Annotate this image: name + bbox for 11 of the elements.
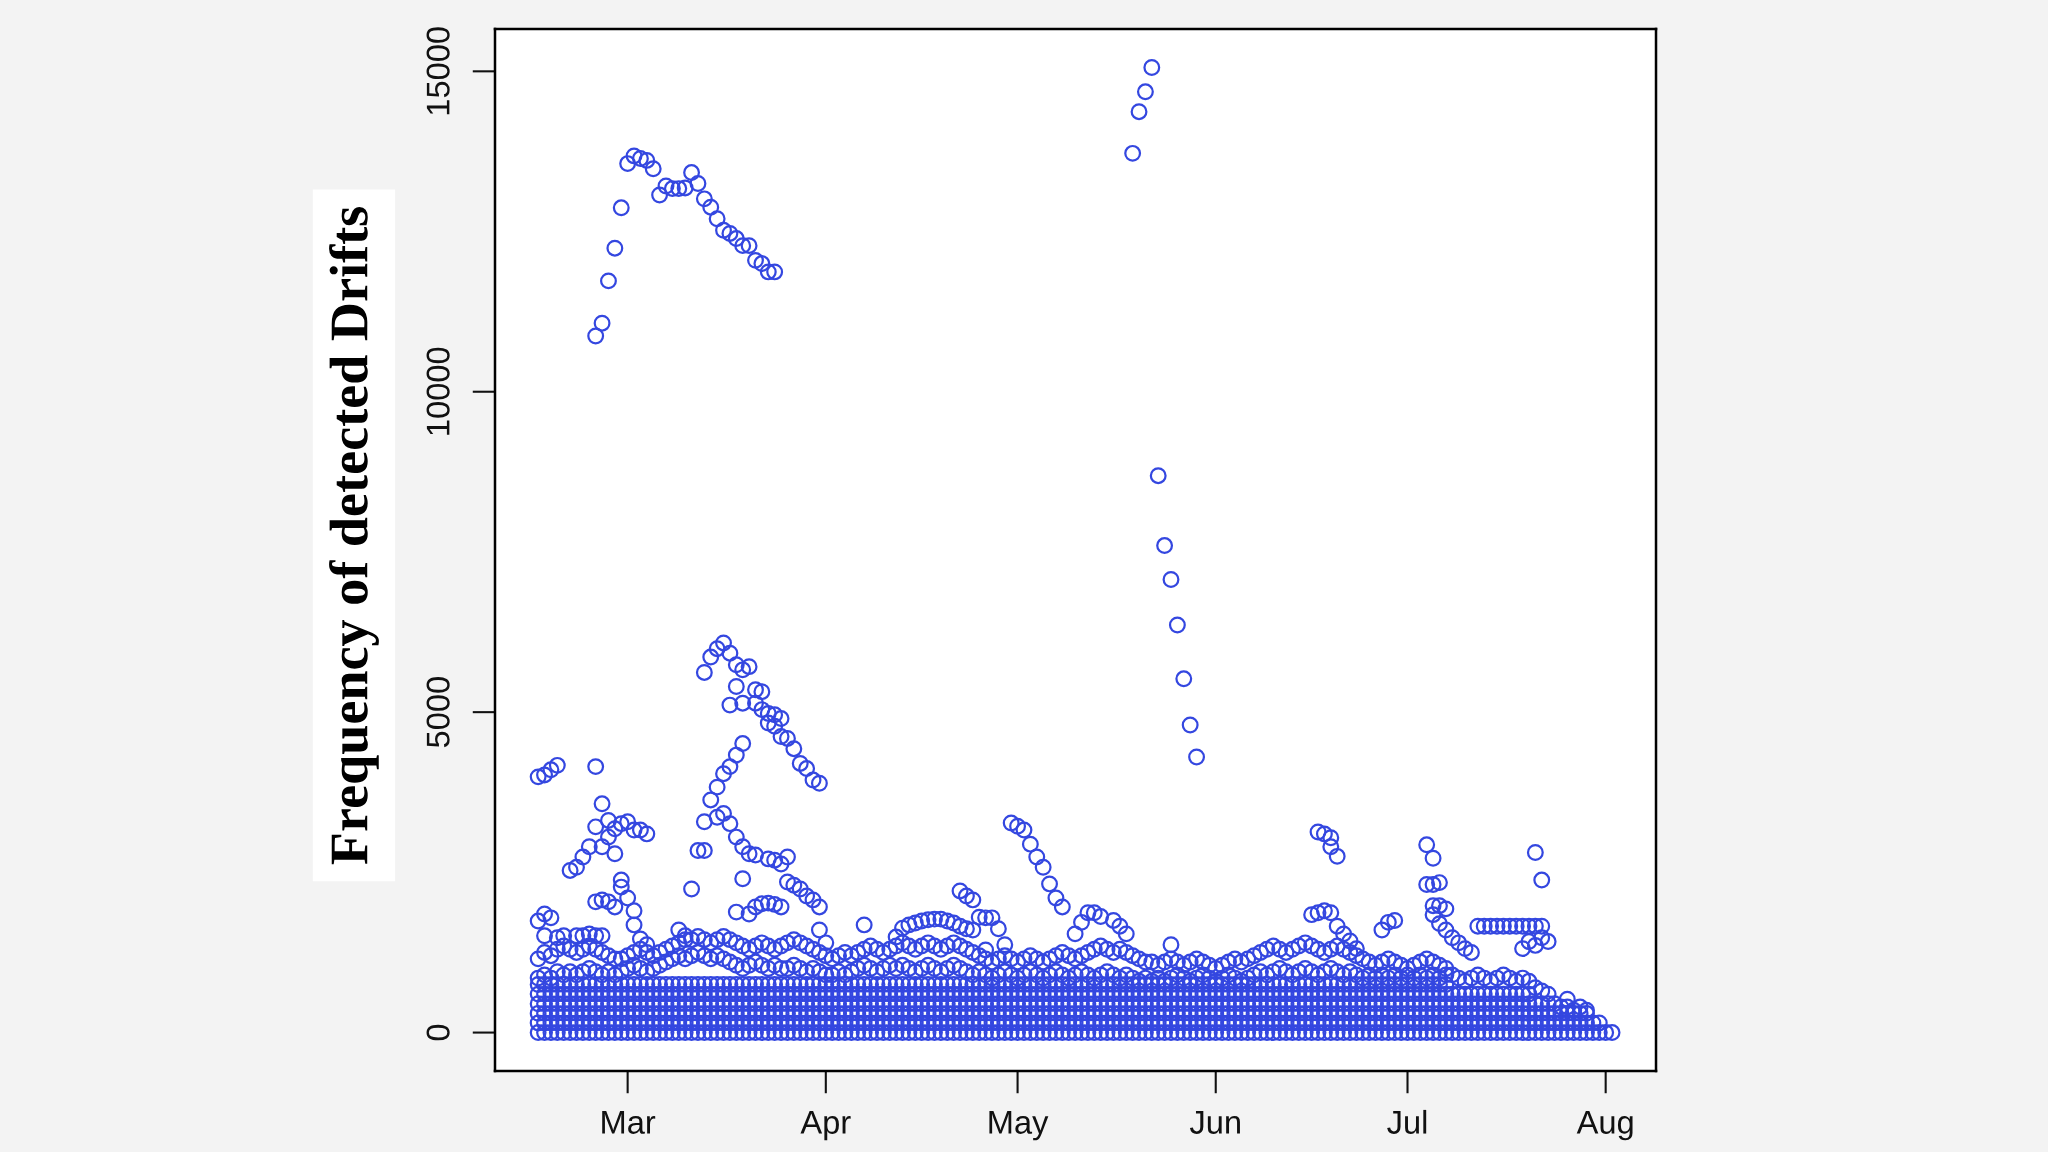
x-tick-label: Apr [800, 1111, 851, 1141]
y-tick-label: 5000 [426, 677, 450, 748]
y-tick-label: 10000 [426, 347, 450, 435]
x-tick-label: May [989, 1111, 1049, 1141]
x-tick-label: Aug [1576, 1111, 1633, 1141]
x-tick-label: Mar [602, 1111, 656, 1134]
x-tick-label: Jul [1387, 1109, 1427, 1134]
y-axis-title: Frequency of detected Drifts [329, 207, 379, 865]
x-tick-label: Jun [1189, 1111, 1240, 1134]
y-tick-label: 15000 [426, 27, 450, 115]
y-tick-label: 0 [426, 1024, 450, 1041]
